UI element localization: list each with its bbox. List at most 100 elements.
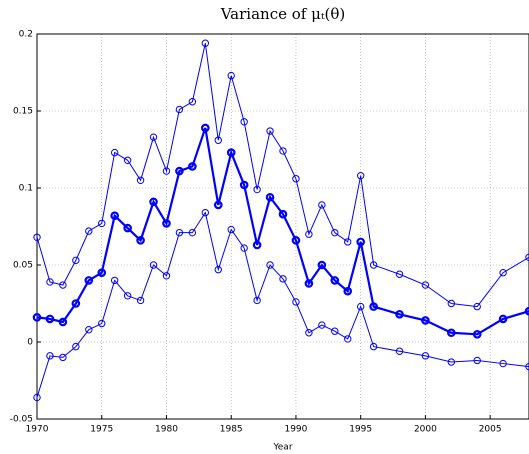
- data-point: [421, 316, 430, 325]
- data-point: [46, 352, 54, 360]
- data-point: [110, 211, 119, 221]
- x-tick-label: 1980: [155, 425, 178, 435]
- data-point: [201, 123, 210, 133]
- data-point: [369, 302, 378, 311]
- data-point: [498, 314, 508, 324]
- data-point: [279, 147, 287, 155]
- y-tick-label: -0.05: [10, 415, 33, 425]
- data-point: [369, 261, 378, 269]
- data-point: [317, 260, 327, 270]
- data-point: [356, 171, 365, 180]
- y-tick-label: 0.2: [19, 30, 33, 40]
- data-point: [85, 227, 93, 235]
- data-point: [97, 268, 107, 278]
- data-point: [227, 71, 235, 80]
- data-point: [136, 296, 145, 305]
- data-point: [266, 127, 274, 135]
- data-point: [253, 185, 261, 194]
- data-point: [473, 356, 481, 365]
- data-point: [292, 298, 300, 306]
- data-point: [226, 148, 236, 157]
- data-point: [369, 342, 378, 351]
- data-point: [421, 281, 430, 289]
- data-point: [344, 238, 352, 246]
- data-point: [149, 133, 158, 141]
- data-point: [253, 296, 261, 305]
- data-point: [188, 98, 197, 106]
- data-point: [85, 325, 93, 334]
- data-point: [98, 319, 106, 328]
- data-point: [266, 261, 274, 269]
- x-tick-label: 2000: [414, 425, 437, 435]
- data-point: [499, 359, 507, 368]
- data-point: [304, 279, 314, 288]
- data-point: [175, 166, 184, 176]
- data-point: [188, 162, 197, 171]
- data-point: [72, 256, 80, 265]
- data-point: [214, 265, 222, 274]
- data-point: [447, 299, 456, 308]
- data-point: [32, 313, 42, 322]
- data-point: [305, 329, 313, 337]
- data-point: [162, 167, 171, 175]
- data-point: [201, 39, 210, 47]
- data-point: [46, 278, 54, 286]
- data-point: [162, 272, 171, 280]
- series-line: [36, 211, 529, 398]
- data-point: [71, 299, 81, 308]
- data-point: [175, 105, 184, 114]
- data-point: [227, 225, 235, 234]
- x-tick-label: 1990: [284, 425, 307, 435]
- x-tick-label: 1970: [26, 425, 49, 435]
- data-point: [240, 118, 248, 126]
- data-point: [149, 261, 158, 269]
- plot-frame: [36, 33, 529, 420]
- data-point: [395, 309, 404, 319]
- data-point: [318, 201, 326, 209]
- x-tick-label: 1995: [349, 425, 372, 435]
- data-point: [84, 276, 94, 285]
- data-point: [136, 176, 145, 185]
- data-point: [240, 244, 248, 252]
- data-point: [59, 353, 67, 362]
- data-point: [201, 208, 210, 217]
- data-point: [395, 347, 404, 355]
- data-point: [98, 219, 106, 228]
- data-point: [214, 136, 222, 144]
- chart-title: Variance of μₜ(θ): [220, 5, 346, 23]
- data-point: [213, 200, 223, 210]
- data-point: [331, 327, 339, 335]
- data-point: [72, 342, 80, 351]
- data-point: [33, 233, 41, 241]
- x-axis-label: Year: [272, 443, 292, 453]
- data-point: [318, 321, 326, 329]
- data-point: [188, 228, 197, 237]
- data-point: [499, 269, 507, 277]
- data-point: [123, 156, 132, 164]
- data-point: [292, 175, 300, 183]
- series-line: [36, 127, 529, 336]
- data-point: [305, 230, 313, 238]
- data-point: [45, 314, 55, 324]
- y-tick-label: 0.05: [13, 261, 33, 271]
- data-point: [472, 329, 482, 339]
- data-point: [136, 236, 145, 245]
- data-point: [356, 302, 365, 311]
- data-point: [447, 328, 456, 338]
- x-tick-label: 1975: [90, 425, 113, 435]
- data-point: [123, 292, 132, 300]
- x-tick-label: 2005: [479, 425, 502, 435]
- data-point: [279, 275, 287, 283]
- data-point: [356, 237, 365, 247]
- data-point: [395, 270, 404, 278]
- data-point: [162, 219, 171, 228]
- data-point: [473, 302, 481, 311]
- data-point: [175, 228, 184, 237]
- data-point: [110, 148, 119, 157]
- data-point: [278, 209, 288, 219]
- data-point: [331, 228, 339, 237]
- data-point: [110, 276, 119, 285]
- data-point: [421, 352, 430, 360]
- y-tick-label: 0.1: [19, 184, 33, 194]
